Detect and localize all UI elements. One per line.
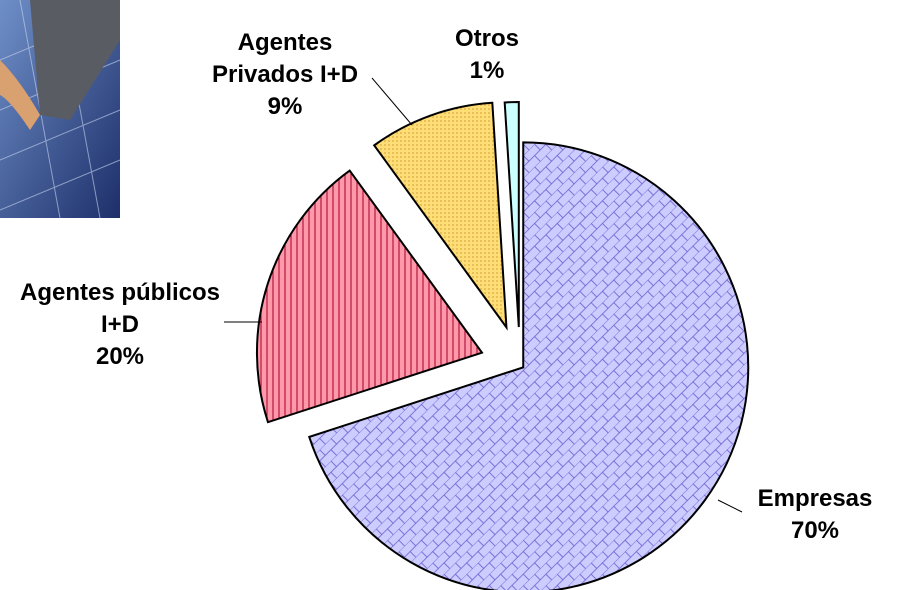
page: Empresas70%Agentes públicos I+D20%Agente… (0, 0, 901, 590)
pie-slice (505, 102, 519, 327)
category-label: Empresas (725, 483, 901, 515)
value-label: 20% (15, 341, 225, 373)
value-label: 70% (725, 515, 901, 547)
photo (0, 0, 120, 218)
value-label: 9% (185, 91, 385, 123)
category-label: Agentes públicos I+D (15, 277, 225, 341)
category-label: Agentes Privados I+D (185, 27, 385, 91)
category-label: Otros (427, 23, 547, 55)
value-label: 1% (427, 55, 547, 87)
